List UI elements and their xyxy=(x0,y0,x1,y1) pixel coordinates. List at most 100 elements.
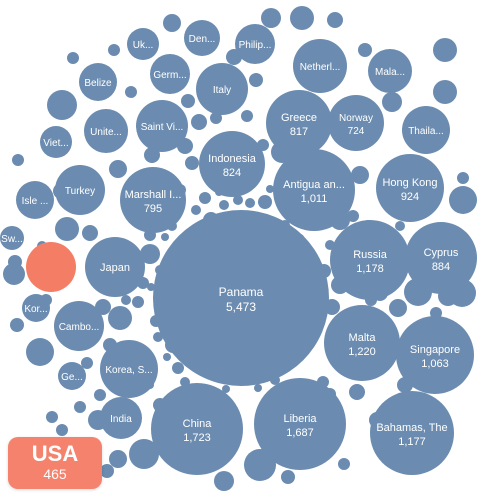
bubble-philip[interactable] xyxy=(235,24,275,64)
bubble-ge[interactable] xyxy=(58,362,86,390)
bubble-small-97[interactable] xyxy=(245,198,255,208)
bubble-indonesia[interactable] xyxy=(199,131,265,197)
bubble-isle[interactable] xyxy=(16,181,54,219)
bubble-liberia[interactable] xyxy=(254,378,346,470)
bubble-belize[interactable] xyxy=(79,63,117,101)
bubble-small-113[interactable] xyxy=(222,385,230,393)
bubble-small-13[interactable] xyxy=(449,186,477,214)
bubble-small-27[interactable] xyxy=(129,439,159,469)
bubble-small-49[interactable] xyxy=(132,296,144,308)
bubble-small-60[interactable] xyxy=(351,166,369,184)
bubble-marshall-i[interactable] xyxy=(120,167,186,233)
bubble-thaila[interactable] xyxy=(402,106,450,154)
bubble-small-8[interactable] xyxy=(249,73,263,87)
bubble-small-77[interactable] xyxy=(241,110,253,122)
bubble-small-0[interactable] xyxy=(290,6,314,30)
bubble-unite[interactable] xyxy=(84,109,128,153)
bubble-small-82[interactable] xyxy=(172,362,184,374)
bubble-small-9[interactable] xyxy=(181,94,195,108)
bubble-small-66[interactable] xyxy=(389,299,407,317)
bubble-small-38[interactable] xyxy=(10,318,24,332)
bubble-small-80[interactable] xyxy=(185,156,199,170)
bubble-small-92[interactable] xyxy=(121,295,131,305)
bubble-small-78[interactable] xyxy=(210,112,222,124)
bubble-small-47[interactable] xyxy=(108,306,132,330)
bubble-germ[interactable] xyxy=(150,54,190,94)
bubble-small-34[interactable] xyxy=(26,338,54,366)
bubble-norway[interactable] xyxy=(328,95,384,151)
bubble-small-86[interactable] xyxy=(81,357,93,369)
bubble-small-53[interactable] xyxy=(109,160,127,178)
bubble-bahamas-the[interactable] xyxy=(370,391,454,475)
bubble-small-12[interactable] xyxy=(433,80,457,104)
bubble-china[interactable] xyxy=(151,383,243,475)
bubble-small-4[interactable] xyxy=(163,14,181,32)
bubble-small-63[interactable] xyxy=(395,221,405,231)
bubble-russia[interactable] xyxy=(330,220,410,300)
bubble-mala[interactable] xyxy=(368,49,412,93)
bubble-small-37[interactable] xyxy=(8,255,22,269)
bubble-korea-s[interactable] xyxy=(100,340,158,398)
bubble-hong-kong[interactable] xyxy=(376,154,444,222)
bubble-small-26[interactable] xyxy=(214,471,234,491)
bubble-kor[interactable] xyxy=(22,294,50,322)
bubble-small-33[interactable] xyxy=(46,411,58,423)
bubble-small-61[interactable] xyxy=(347,210,359,222)
bubble-small-70[interactable] xyxy=(349,384,365,400)
bubble-small-28[interactable] xyxy=(109,450,127,468)
bubble-small-73[interactable] xyxy=(338,458,350,470)
bubble-saint-vi[interactable] xyxy=(136,100,188,152)
bubble-small-105[interactable] xyxy=(161,233,169,241)
bubble-small-14[interactable] xyxy=(457,172,469,184)
bubble-small-110[interactable] xyxy=(163,353,171,361)
bubble-usa[interactable] xyxy=(26,242,76,292)
bubble-cyprus[interactable] xyxy=(405,222,477,294)
bubble-small-31[interactable] xyxy=(100,464,114,478)
bubble-malta[interactable] xyxy=(324,305,400,381)
bubble-small-65[interactable] xyxy=(430,307,442,319)
bubble-cambo[interactable] xyxy=(54,301,104,351)
bubble-small-111[interactable] xyxy=(254,384,262,392)
bubble-small-43[interactable] xyxy=(67,52,79,64)
bubble-viet[interactable] xyxy=(40,126,72,158)
bubble-small-107[interactable] xyxy=(147,283,155,291)
bubble-panama[interactable] xyxy=(153,210,329,386)
bubble-turkey[interactable] xyxy=(55,165,105,215)
bubble-netherl[interactable] xyxy=(293,39,347,93)
bubble-small-21[interactable] xyxy=(358,43,372,57)
bubble-small-30[interactable] xyxy=(74,401,86,413)
bubble-small-99[interactable] xyxy=(191,205,201,215)
bubble-india[interactable] xyxy=(100,397,142,439)
bubble-small-15[interactable] xyxy=(382,92,402,112)
bubble-den[interactable] xyxy=(184,20,220,56)
bubble-small-36[interactable] xyxy=(12,154,24,166)
bubble-small-7[interactable] xyxy=(258,195,272,209)
bubble-italy[interactable] xyxy=(196,63,248,115)
bubble-small-56[interactable] xyxy=(125,86,137,98)
bubble-small-41[interactable] xyxy=(47,90,77,120)
bubble-small-10[interactable] xyxy=(327,12,343,28)
bubble-small-11[interactable] xyxy=(433,38,457,62)
bubble-sw[interactable] xyxy=(0,226,24,250)
bubble-small-98[interactable] xyxy=(219,200,229,210)
bubble-small-1[interactable] xyxy=(261,8,281,28)
bubble-small-109[interactable] xyxy=(153,332,163,342)
bubble-greece[interactable] xyxy=(266,90,332,156)
bubble-small-25[interactable] xyxy=(281,470,295,484)
bubble-small-55[interactable] xyxy=(191,114,207,130)
bubble-small-42[interactable] xyxy=(108,44,120,56)
usa-callout: USA 465 xyxy=(8,437,102,489)
bubble-singapore[interactable] xyxy=(396,316,474,394)
bubble-antigua-an[interactable] xyxy=(273,149,355,231)
bubble-small-46[interactable] xyxy=(82,225,98,241)
bubble-small-96[interactable] xyxy=(233,195,243,205)
bubble-japan[interactable] xyxy=(85,237,145,297)
bubble-small-87[interactable] xyxy=(94,389,106,401)
bubble-small-45[interactable] xyxy=(55,217,79,241)
bubble-small-35[interactable] xyxy=(3,263,25,285)
bubble-uk[interactable] xyxy=(127,28,159,60)
bubble-small-57[interactable] xyxy=(199,192,211,204)
bubble-small-32[interactable] xyxy=(56,424,68,436)
bubble-small-50[interactable] xyxy=(140,244,160,264)
bubble-small-102[interactable] xyxy=(266,185,274,193)
